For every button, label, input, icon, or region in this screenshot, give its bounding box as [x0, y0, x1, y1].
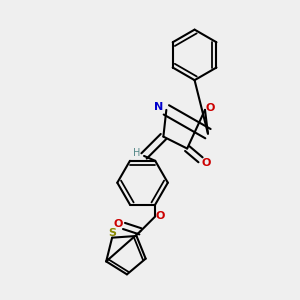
Text: O: O: [206, 103, 215, 113]
Text: O: O: [156, 211, 165, 221]
Text: H: H: [133, 148, 141, 158]
Text: S: S: [109, 228, 117, 238]
Text: O: O: [114, 219, 123, 229]
Text: O: O: [201, 158, 211, 168]
Text: N: N: [154, 103, 164, 112]
